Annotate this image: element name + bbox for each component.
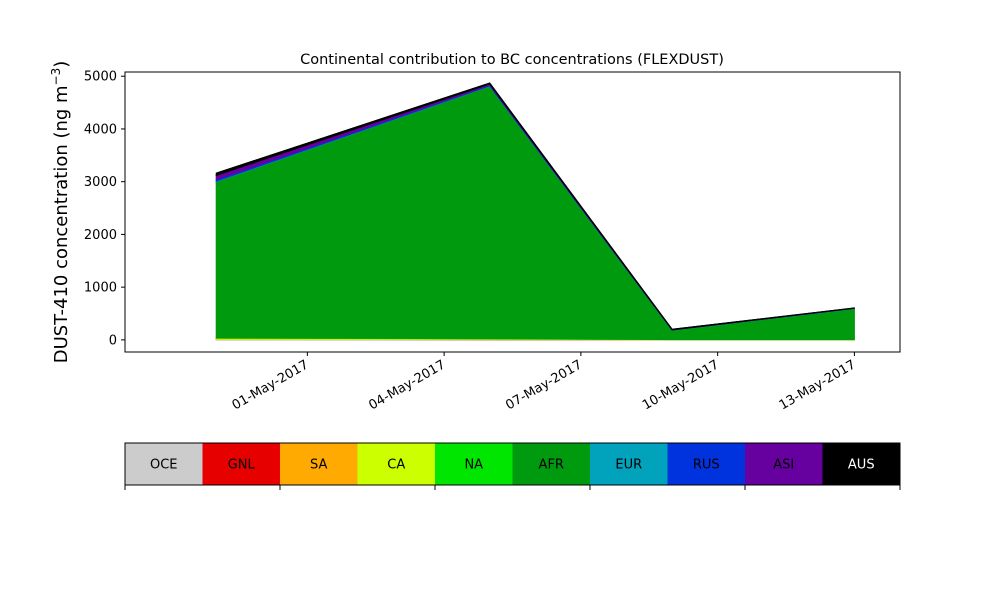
x-tick-label: 10-May-2017: [640, 357, 722, 413]
y-axis: 0 1000 2000 3000 4000 5000: [84, 70, 125, 349]
legend-label-gnl: GNL: [228, 458, 256, 473]
y-tick-label: 0: [109, 333, 117, 348]
y-tick-label: 2000: [84, 228, 117, 243]
legend-label-oce: OCE: [150, 458, 178, 473]
legend-label-ca: CA: [387, 458, 405, 473]
legend-label-sa: SA: [310, 458, 327, 473]
chart-title: Continental contribution to BC concentra…: [300, 52, 724, 68]
y-axis-label-sup: −3: [49, 68, 63, 86]
legend-label-asi: ASI: [773, 458, 794, 473]
x-tick-label: 04-May-2017: [366, 357, 448, 413]
y-tick-label: 3000: [84, 175, 117, 190]
x-tick-label: 07-May-2017: [503, 357, 585, 413]
y-axis-label-main: DUST-410 concentration (ng m: [51, 85, 72, 363]
legend-label-na: NA: [464, 458, 483, 473]
y-tick-label: 4000: [84, 122, 117, 137]
legend-label-afr: AFR: [539, 458, 564, 473]
x-tick-label: 01-May-2017: [230, 357, 312, 413]
x-axis: 01-May-2017 04-May-2017 07-May-2017 10-May-…: [230, 352, 859, 413]
x-tick-label: 13-May-2017: [777, 357, 859, 413]
y-axis-label: DUST-410 concentration (ng m−3): [49, 61, 72, 364]
y-tick-label: 1000: [84, 281, 117, 296]
legend-label-aus: AUS: [848, 458, 875, 473]
legend-label-rus: RUS: [693, 458, 720, 473]
y-tick-label: 5000: [84, 70, 117, 85]
areas-layer: [216, 83, 854, 340]
area-afr: [216, 86, 854, 340]
legend-label-eur: EUR: [615, 458, 642, 473]
y-axis-label-end: ): [51, 61, 72, 68]
legend-colorbar: OCE GNL SA CA NA AFR EUR RUS ASI AUS: [125, 443, 901, 490]
